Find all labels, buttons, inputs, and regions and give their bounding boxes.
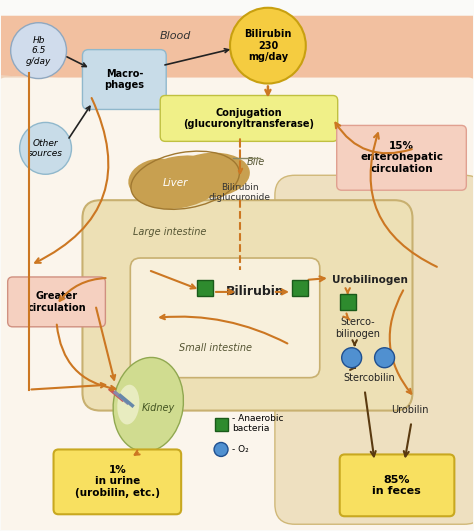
FancyBboxPatch shape [8,277,105,327]
Text: Small intestine: Small intestine [179,342,252,353]
Bar [215,417,228,431]
Text: Liver: Liver [163,178,188,189]
Circle shape [374,348,394,367]
Bar [197,280,213,296]
Text: Bile: Bile [247,157,265,167]
FancyArrowPatch shape [336,123,412,153]
Circle shape [11,23,66,79]
Ellipse shape [131,156,225,209]
FancyBboxPatch shape [337,125,466,190]
Ellipse shape [113,357,183,452]
Text: Kidney: Kidney [142,402,175,413]
FancyArrowPatch shape [371,133,437,267]
Ellipse shape [117,384,139,424]
Polygon shape [0,16,474,96]
Bar [340,294,356,310]
Circle shape [19,123,72,174]
FancyArrowPatch shape [390,290,411,393]
Ellipse shape [128,159,182,198]
Ellipse shape [170,152,250,198]
Circle shape [342,348,362,367]
Polygon shape [0,75,474,106]
FancyBboxPatch shape [160,96,337,141]
Text: Greater
circulation: Greater circulation [27,291,86,313]
Text: Conjugation
(glucuronyltransferase): Conjugation (glucuronyltransferase) [183,108,314,129]
Text: 1%
in urine
(urobilin, etc.): 1% in urine (urobilin, etc.) [75,465,160,498]
Text: Bilirubin: Bilirubin [226,286,284,298]
Text: Large intestine: Large intestine [133,227,207,237]
FancyBboxPatch shape [340,455,455,516]
FancyBboxPatch shape [0,78,474,531]
Text: Urobilin: Urobilin [391,405,428,415]
FancyBboxPatch shape [54,449,181,514]
FancyBboxPatch shape [275,175,474,524]
Text: Blood: Blood [159,31,191,41]
Text: Other
sources: Other sources [28,139,63,158]
FancyBboxPatch shape [82,200,412,410]
FancyArrowPatch shape [60,278,106,301]
Text: Hb
6.5
g/day: Hb 6.5 g/day [26,36,51,65]
Text: 15%
enterohepatic
circulation: 15% enterohepatic circulation [360,141,443,174]
Text: Stercobilin: Stercobilin [344,373,395,383]
Text: Sterco-
bilinogen: Sterco- bilinogen [335,317,380,339]
Text: Bilirubin
230
mg/day: Bilirubin 230 mg/day [244,29,292,62]
FancyArrowPatch shape [57,324,115,390]
Circle shape [230,8,306,83]
Text: Bilirubin
diglucuronide: Bilirubin diglucuronide [209,183,271,202]
Circle shape [214,442,228,457]
Text: Urobilinogen: Urobilinogen [332,275,408,285]
FancyArrowPatch shape [35,98,109,263]
Text: - O₂: - O₂ [232,445,249,454]
Text: - Anaerobic
bacteria: - Anaerobic bacteria [232,414,283,433]
FancyBboxPatch shape [82,49,166,109]
Bar [292,280,308,296]
Text: 85%
in feces: 85% in feces [372,475,421,496]
FancyBboxPatch shape [130,258,320,378]
Text: Macro-
phages: Macro- phages [104,68,144,90]
